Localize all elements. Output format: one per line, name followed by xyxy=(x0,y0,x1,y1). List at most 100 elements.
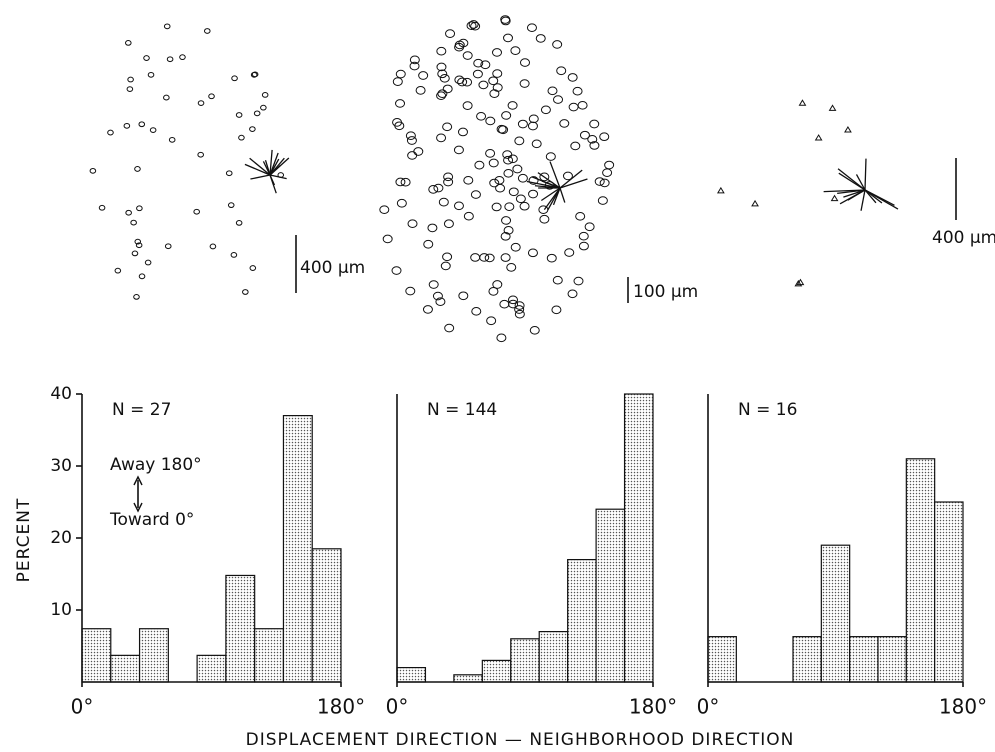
bar xyxy=(282,415,313,683)
cell-marker xyxy=(107,129,114,136)
cell-marker xyxy=(579,130,590,140)
cell-marker xyxy=(506,263,517,272)
cell-marker xyxy=(261,92,269,98)
bar xyxy=(792,636,822,683)
cell-marker xyxy=(597,196,608,205)
cell-marker xyxy=(442,252,453,262)
cell-marker xyxy=(235,112,243,118)
cell-marker xyxy=(406,136,417,145)
y-tick-label: 10 xyxy=(50,600,72,620)
cell-marker xyxy=(135,242,143,249)
cell-marker xyxy=(508,295,519,305)
cell-marker xyxy=(392,118,403,127)
cell-marker xyxy=(500,253,511,262)
cell-marker xyxy=(517,173,528,183)
cell-marker xyxy=(468,20,479,29)
cell-marker xyxy=(251,71,259,78)
cell-marker xyxy=(599,178,610,188)
cell-marker xyxy=(500,15,511,24)
cell-marker xyxy=(526,23,537,33)
cell-marker xyxy=(168,136,176,143)
cell-marker xyxy=(510,46,521,55)
cell-marker xyxy=(405,131,416,141)
dendrite xyxy=(541,180,561,189)
cell-marker xyxy=(552,275,563,285)
cell-marker xyxy=(400,177,411,187)
cell-marker xyxy=(587,135,598,144)
cell-marker xyxy=(514,309,525,319)
cell-marker xyxy=(546,253,557,263)
x-tick-label: 0° xyxy=(697,695,720,719)
cell-marker xyxy=(457,127,468,137)
cell-marker xyxy=(395,177,406,187)
cell-maps xyxy=(89,15,899,343)
bar xyxy=(81,628,112,683)
bar xyxy=(453,674,483,683)
cell-marker xyxy=(472,69,483,79)
cell-marker xyxy=(437,89,448,99)
cell-marker xyxy=(519,58,530,67)
annotation: N = 144 xyxy=(427,400,497,420)
cell-marker xyxy=(604,160,615,170)
x-tick-label: 180° xyxy=(317,695,365,719)
cell-marker xyxy=(844,126,852,133)
dendrite xyxy=(823,189,866,193)
y-axis-label: PERCENT xyxy=(14,498,34,583)
cell-marker xyxy=(179,54,186,61)
bar xyxy=(877,636,907,683)
cell-marker xyxy=(144,259,152,266)
cell-marker xyxy=(197,151,204,158)
cell-marker xyxy=(577,100,588,110)
bar xyxy=(849,636,879,683)
cell-marker xyxy=(519,79,530,88)
y-tick-label: 20 xyxy=(50,528,72,548)
dendrite xyxy=(269,152,279,176)
bar xyxy=(254,628,285,683)
cell-marker xyxy=(794,279,803,287)
cell-marker xyxy=(123,122,131,129)
cell-marker xyxy=(539,214,550,224)
cell-marker xyxy=(138,121,146,128)
cell-marker xyxy=(466,21,477,31)
cell-marker xyxy=(454,40,465,50)
cell-marker xyxy=(589,119,600,129)
cell-marker xyxy=(249,265,257,271)
cell-marker xyxy=(463,176,474,185)
cell-marker xyxy=(485,149,496,158)
cell-marker xyxy=(529,325,540,335)
arrowheads xyxy=(133,475,143,513)
cell-marker xyxy=(439,74,450,83)
cell-marker xyxy=(476,111,487,121)
cell-marker xyxy=(570,141,581,151)
cell-marker xyxy=(828,104,837,111)
cell-marker xyxy=(444,323,455,333)
cell-marker xyxy=(462,77,473,87)
bar xyxy=(538,630,569,683)
cell-marker xyxy=(193,208,200,215)
annotation: N = 27 xyxy=(112,400,171,420)
cell-marker xyxy=(405,286,416,296)
dendrite xyxy=(864,189,883,204)
cell-marker xyxy=(510,242,521,252)
dendrite xyxy=(269,174,277,194)
cell-marker xyxy=(501,111,512,120)
cell-marker xyxy=(164,243,172,250)
x-tick-label: 0° xyxy=(71,695,94,719)
x-tick-label: 180° xyxy=(939,695,987,719)
cell-marker xyxy=(751,199,759,207)
cell-marker xyxy=(136,205,143,212)
cell-marker xyxy=(382,234,393,244)
cell-marker xyxy=(131,250,139,257)
bar xyxy=(595,508,626,683)
cell-marker xyxy=(249,126,256,133)
bar xyxy=(820,544,851,683)
cell-marker xyxy=(578,241,589,251)
cell-marker xyxy=(504,202,515,212)
cell-marker xyxy=(498,125,509,135)
cell-marker xyxy=(602,168,613,177)
cell-marker xyxy=(562,171,573,181)
cell-marker xyxy=(484,253,495,263)
cell-marker xyxy=(432,291,443,301)
cell-marker xyxy=(133,293,140,300)
cell-marker xyxy=(559,119,570,128)
